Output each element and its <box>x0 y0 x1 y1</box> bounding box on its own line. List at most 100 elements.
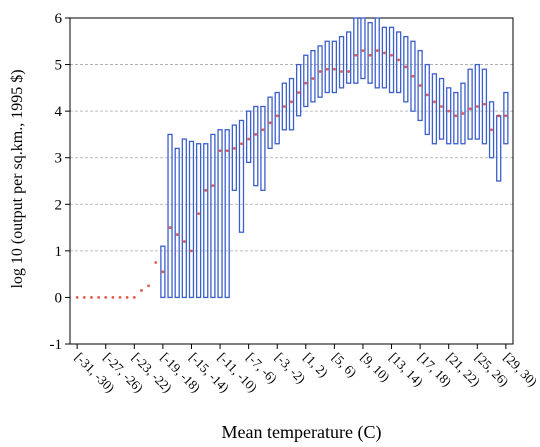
median-point <box>490 128 493 132</box>
median-point <box>268 121 272 125</box>
median-point <box>254 133 258 136</box>
median-point <box>290 100 293 104</box>
y-axis-title: log 10 (output per sq.km., 1995 $) <box>9 69 26 288</box>
box <box>288 77 295 131</box>
median-point <box>318 70 322 73</box>
median-point <box>354 53 358 57</box>
median-point <box>411 74 415 78</box>
median-point <box>504 114 508 118</box>
box <box>260 105 266 191</box>
y-axis: -1 0 1 2 3 4 5 6 <box>50 11 70 353</box>
median-point <box>90 296 93 299</box>
x-tick-label: [-3, -2) <box>272 350 309 387</box>
box <box>303 54 309 108</box>
box <box>496 115 502 182</box>
median-point <box>190 249 193 253</box>
x-axis: [-31, -30)[-27, -26)[-23, -22)[-19, -18)… <box>72 344 540 395</box>
median-point <box>468 107 472 111</box>
median-point <box>97 296 100 299</box>
box <box>446 87 452 145</box>
box <box>360 17 366 80</box>
box <box>238 119 245 233</box>
median-point <box>140 289 143 292</box>
median-point <box>461 112 465 115</box>
box <box>195 143 202 299</box>
median-point <box>275 114 279 118</box>
median-point <box>304 81 308 85</box>
box <box>160 245 166 299</box>
median-point <box>454 114 458 118</box>
median-point <box>161 270 165 274</box>
median-point <box>347 70 351 73</box>
box <box>467 68 473 140</box>
box <box>181 138 187 299</box>
median-point <box>218 149 222 153</box>
median-point <box>104 296 108 299</box>
median-point <box>147 284 150 288</box>
y-tick-label: -1 <box>50 337 63 353</box>
box <box>267 96 273 150</box>
median-point <box>475 105 479 108</box>
box <box>431 73 438 145</box>
median-point <box>247 137 251 141</box>
box <box>317 45 323 98</box>
box <box>281 82 288 131</box>
median-point <box>397 58 401 62</box>
box <box>274 91 280 145</box>
median-point <box>175 233 179 236</box>
box-series <box>160 17 509 299</box>
median-point <box>111 296 115 299</box>
box <box>174 147 180 299</box>
box <box>381 26 388 89</box>
box <box>453 91 459 145</box>
box <box>488 101 495 159</box>
box <box>203 143 209 299</box>
median-point <box>297 91 301 94</box>
median-point <box>75 296 79 299</box>
box <box>346 31 352 84</box>
median-point <box>125 296 129 299</box>
box <box>374 17 380 89</box>
median-point <box>168 226 172 229</box>
y-tick-label: 6 <box>55 11 63 27</box>
box <box>474 63 480 140</box>
median-point <box>261 128 265 132</box>
median-series <box>75 49 508 299</box>
box <box>253 105 259 187</box>
median-point <box>240 142 243 146</box>
median-point <box>404 65 408 69</box>
median-point <box>154 261 158 264</box>
median-point <box>447 109 451 113</box>
median-point <box>311 77 315 80</box>
y-tick-label: 5 <box>55 58 63 74</box>
median-point <box>118 296 122 299</box>
box <box>324 40 330 94</box>
median-point <box>340 70 343 73</box>
median-point <box>418 84 422 87</box>
median-point <box>440 105 443 108</box>
median-point <box>197 212 201 216</box>
box <box>367 22 373 84</box>
box <box>167 133 173 299</box>
box <box>403 35 409 103</box>
median-point <box>433 100 436 104</box>
box <box>217 129 223 299</box>
box <box>295 63 302 117</box>
median-point <box>361 49 365 52</box>
box <box>310 49 316 103</box>
box <box>353 17 359 84</box>
box <box>424 63 430 136</box>
x-axis-title: Mean temperature (C) <box>222 422 382 443</box>
box <box>188 140 195 299</box>
median-point <box>425 93 429 97</box>
box <box>410 40 416 112</box>
grid-lines <box>70 64 513 252</box>
median-point <box>375 49 379 52</box>
median-point <box>282 105 286 108</box>
box <box>338 35 345 89</box>
box <box>245 110 252 164</box>
median-point <box>211 184 215 188</box>
box <box>460 82 466 145</box>
box <box>331 40 338 94</box>
